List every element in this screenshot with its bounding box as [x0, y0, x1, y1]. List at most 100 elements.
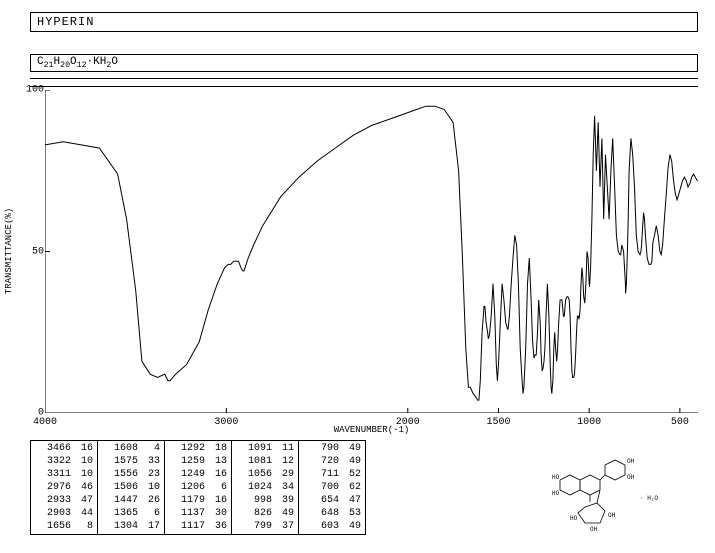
compound-title: HYPERIN	[37, 15, 94, 29]
peak-row: 64853	[299, 507, 365, 520]
peak-transmittance: 16	[73, 442, 97, 455]
peak-row: 71152	[299, 468, 365, 481]
peak-transmittance: 6	[140, 507, 164, 520]
peak-wavenumber: 1304	[98, 520, 140, 533]
formula-box: C21H20O12·KH2O	[30, 54, 698, 72]
peak-transmittance: 18	[207, 442, 231, 455]
peak-wavenumber: 1117	[165, 520, 207, 533]
peak-transmittance: 39	[274, 494, 298, 507]
peak-wavenumber: 3311	[31, 468, 73, 481]
peak-transmittance: 49	[341, 455, 365, 468]
x-axis-label: WAVENUMBER(-1)	[45, 425, 698, 435]
peak-wavenumber: 1249	[165, 468, 207, 481]
peak-transmittance: 46	[73, 481, 97, 494]
peak-row: 290344	[31, 507, 97, 520]
peak-transmittance: 37	[274, 520, 298, 533]
peak-wavenumber: 648	[299, 507, 341, 520]
peak-transmittance: 49	[274, 507, 298, 520]
peak-row: 113730	[165, 507, 231, 520]
peak-row: 150610	[98, 481, 164, 494]
peak-transmittance: 10	[140, 481, 164, 494]
peak-row: 346616	[31, 442, 97, 455]
peak-wavenumber: 1081	[232, 455, 274, 468]
peak-row: 155623	[98, 468, 164, 481]
y-axis-label: TRANSMITTANCE(%)	[4, 208, 14, 294]
peak-wavenumber: 603	[299, 520, 341, 533]
peak-wavenumber: 1179	[165, 494, 207, 507]
peak-column: 1292181259131249161206611791611373011173…	[164, 440, 231, 535]
peak-row: 157533	[98, 455, 164, 468]
peak-transmittance: 12	[274, 455, 298, 468]
molecular-formula: C21H20O12·KH2O	[37, 56, 118, 68]
peak-wavenumber: 1292	[165, 442, 207, 455]
peak-transmittance: 52	[341, 468, 365, 481]
peak-transmittance: 33	[140, 455, 164, 468]
peak-transmittance: 47	[73, 494, 97, 507]
svg-text:HO: HO	[552, 474, 560, 481]
peak-wavenumber: 1137	[165, 507, 207, 520]
peak-wavenumber: 1506	[98, 481, 140, 494]
peak-wavenumber: 1575	[98, 455, 140, 468]
peak-wavenumber: 2976	[31, 481, 73, 494]
svg-text:OH: OH	[608, 512, 616, 519]
peak-row: 65447	[299, 494, 365, 507]
peak-column: 3466163322103311102976462933472903441656…	[30, 440, 97, 535]
peak-wavenumber: 1056	[232, 468, 274, 481]
peak-row: 332210	[31, 455, 97, 468]
peak-wavenumber: 3322	[31, 455, 73, 468]
peak-row: 297646	[31, 481, 97, 494]
peak-wavenumber: 1447	[98, 494, 140, 507]
peak-row: 70062	[299, 481, 365, 494]
peak-row: 16084	[98, 442, 164, 455]
svg-text:· H₂O: · H₂O	[640, 495, 658, 502]
peak-transmittance: 49	[341, 520, 365, 533]
peak-row: 130417	[98, 520, 164, 533]
peak-row: 129218	[165, 442, 231, 455]
peak-transmittance: 17	[140, 520, 164, 533]
svg-text:OH: OH	[590, 526, 598, 533]
peak-row: 102434	[232, 481, 298, 494]
peak-wavenumber: 2933	[31, 494, 73, 507]
peak-column: 1608415753315562315061014472613656130417	[97, 440, 164, 535]
peak-row: 111736	[165, 520, 231, 533]
peak-transmittance: 26	[140, 494, 164, 507]
peak-transmittance: 8	[73, 520, 97, 533]
peak-transmittance: 29	[274, 468, 298, 481]
peak-wavenumber: 1365	[98, 507, 140, 520]
peak-wavenumber: 1024	[232, 481, 274, 494]
plot-frame-top	[30, 78, 698, 87]
peak-row: 109111	[232, 442, 298, 455]
peak-row: 16568	[31, 520, 97, 533]
peak-row: 144726	[98, 494, 164, 507]
structure-diagram: HO HO OH OH HO OH OH · H₂O	[530, 445, 680, 535]
peak-row: 13656	[98, 507, 164, 520]
peak-transmittance: 23	[140, 468, 164, 481]
y-axis-ticks: 050100	[26, 90, 44, 413]
peak-transmittance: 10	[73, 455, 97, 468]
peak-row: 79937	[232, 520, 298, 533]
peak-row: 82649	[232, 507, 298, 520]
peak-wavenumber: 1608	[98, 442, 140, 455]
compound-title-box: HYPERIN	[30, 12, 698, 32]
peak-table: 3466163322103311102976462933472903441656…	[30, 440, 366, 535]
peak-row: 99839	[232, 494, 298, 507]
peak-column: 79049720497115270062654476485360349	[298, 440, 366, 535]
peak-wavenumber: 3466	[31, 442, 73, 455]
peak-transmittance: 62	[341, 481, 365, 494]
peak-row: 331110	[31, 468, 97, 481]
peak-transmittance: 36	[207, 520, 231, 533]
peak-row: 79049	[299, 442, 365, 455]
peak-transmittance: 30	[207, 507, 231, 520]
peak-transmittance: 44	[73, 507, 97, 520]
svg-text:OH: OH	[627, 474, 635, 481]
peak-wavenumber: 1556	[98, 468, 140, 481]
y-tick-label: 50	[32, 246, 44, 257]
peak-transmittance: 10	[73, 468, 97, 481]
peak-row: 124916	[165, 468, 231, 481]
peak-transmittance: 4	[140, 442, 164, 455]
peak-column: 109111108112105629102434998398264979937	[231, 440, 298, 535]
peak-wavenumber: 790	[299, 442, 341, 455]
peak-wavenumber: 2903	[31, 507, 73, 520]
peak-transmittance: 34	[274, 481, 298, 494]
peak-wavenumber: 998	[232, 494, 274, 507]
